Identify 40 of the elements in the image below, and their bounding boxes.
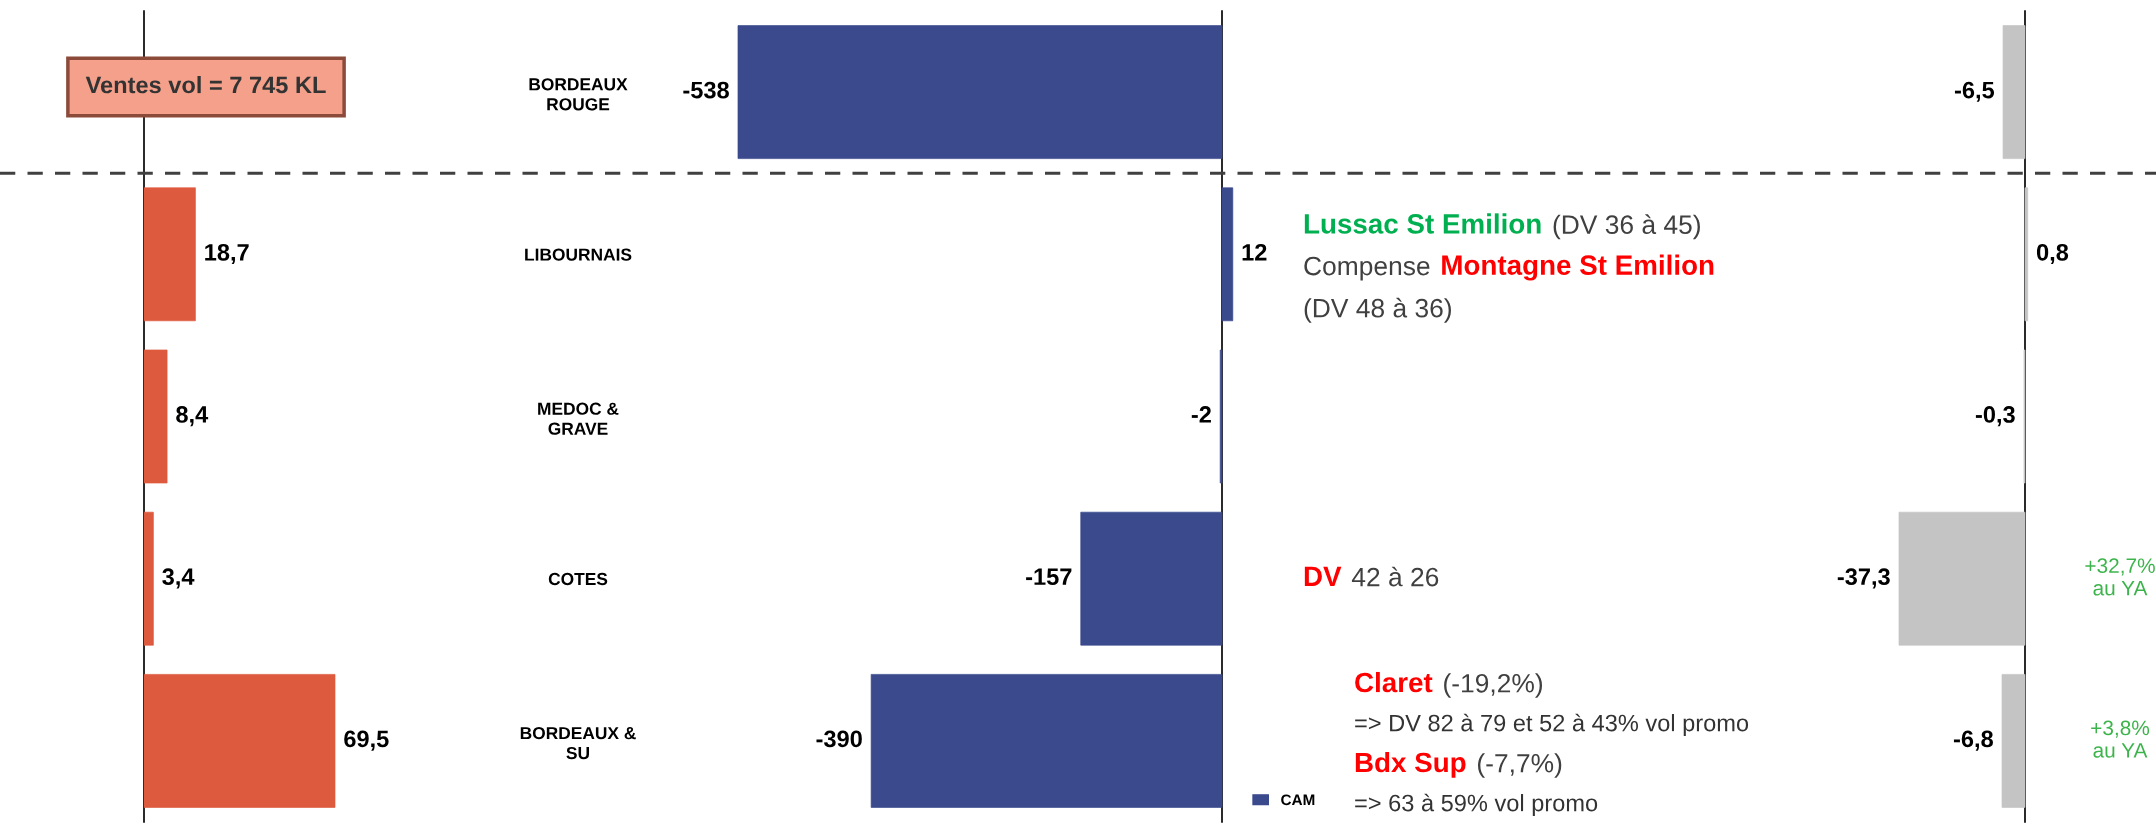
data-label: 8,4 <box>176 406 209 427</box>
data-label: 69,5 <box>344 730 389 751</box>
data-label: -0,3 <box>1975 406 2015 427</box>
annotation: Ventes vol = 7 745 KL <box>85 76 326 94</box>
text: (DV 36 à 45) <box>1553 214 1700 240</box>
text: (-19,2%) <box>1444 673 1542 698</box>
text: (DV 48 à 36) <box>1304 297 1451 323</box>
text: +32,7% au YA <box>2085 558 2155 596</box>
y-tick-label: BORDEAUX & SU <box>520 726 636 760</box>
data-label: -2 <box>1191 406 1211 423</box>
text: Compense <box>1304 256 1430 281</box>
data-label: -37,3 <box>1837 568 1890 589</box>
text: => 63 à 59% vol promo <box>1355 793 1598 817</box>
bar <box>144 511 154 646</box>
text: 42 à 26 <box>1351 566 1439 587</box>
text: Bdx Sup <box>1355 751 1466 778</box>
data-label: -390 <box>816 730 862 748</box>
data-label: -538 <box>683 81 729 99</box>
data-label: 18,7 <box>205 243 249 265</box>
text: +3,8% au YA <box>2091 720 2150 758</box>
text: Lussac St Emilion <box>1304 213 1541 234</box>
text: DV <box>1304 566 1342 586</box>
y-tick-label: LIBOURNAIS <box>525 248 632 261</box>
text: Claret <box>1355 671 1433 693</box>
data-label: -157 <box>1026 568 1072 586</box>
data-label: 12 <box>1242 243 1267 261</box>
data-label: -6,5 <box>1954 81 1995 102</box>
data-label: -6,8 <box>1953 730 1993 751</box>
legend-label: CAM <box>1281 794 1315 806</box>
y-tick-label: BORDEAUX ROUGE <box>529 78 628 111</box>
data-label: 0,8 <box>2036 243 2069 265</box>
text: Montagne St Emilion <box>1442 254 1714 281</box>
data-label: 3,4 <box>162 568 195 589</box>
y-tick-label: MEDOC & GRAVE <box>538 402 619 435</box>
text: (-7,7%) <box>1478 753 1562 778</box>
bar <box>144 187 196 322</box>
text: => DV 82 à 79 et 52 à 43% vol promo <box>1355 713 1749 737</box>
bar <box>144 674 336 808</box>
bar <box>144 349 168 484</box>
y-tick-label: COTES <box>548 572 608 586</box>
